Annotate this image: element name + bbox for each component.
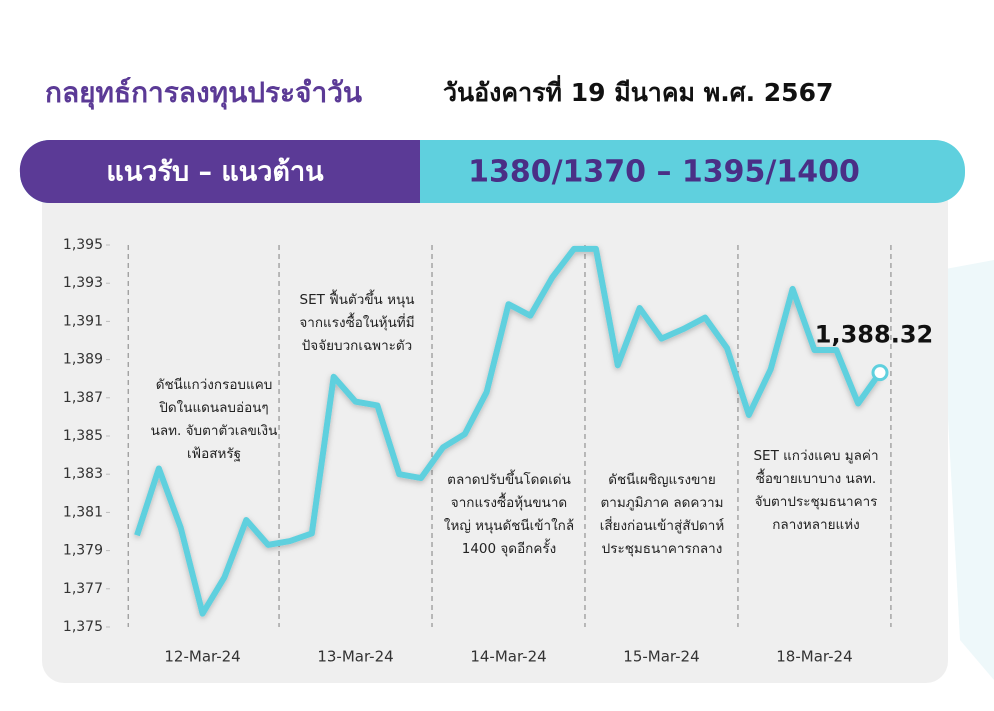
y-tick-label: 1,385 bbox=[63, 428, 103, 444]
annotation: ตลาดปรับขึ้นโดดเด่น bbox=[447, 469, 571, 488]
title: กลยุทธ์การลงทุนประจำวัน bbox=[45, 76, 362, 110]
annotation: ใหญ่ หนุนดัชนีเข้าใกล้ bbox=[444, 517, 574, 534]
subtitle: วันอังคารที่ 19 มีนาคม พ.ศ. 2567 bbox=[443, 75, 833, 107]
annotation: เสี่ยงก่อนเข้าสู่สัปดาห์ bbox=[600, 516, 725, 534]
x-tick-label: 18-Mar-24 bbox=[776, 648, 852, 666]
chart-panel bbox=[42, 180, 948, 683]
banner-left bbox=[19, 139, 421, 203]
plot: 1,375 1,377 1,379 1,381 1,383 1,385 1,387 1,389… bbox=[63, 237, 933, 666]
annotation: กลางหลายแห่ง bbox=[772, 517, 859, 533]
annotation: SET ฟื้นตัวขึ้น หนุน bbox=[300, 289, 415, 308]
y-tick-label: 1,377 bbox=[63, 581, 103, 597]
x-tick-label: 14-Mar-24 bbox=[470, 648, 546, 666]
annotation: นลท. จับตาตัวเลขเงิน bbox=[151, 423, 278, 439]
annotation: ดัชนีเผชิญแรงขาย bbox=[608, 472, 716, 488]
annotation: 1400 จุดอีกครั้ง bbox=[462, 538, 556, 557]
annotation: เฟ้อสหรัฐ bbox=[187, 446, 241, 462]
banner-value: 1380/1370 – 1395/1400 bbox=[468, 155, 860, 190]
y-tick-label: 1,395 bbox=[63, 237, 103, 253]
annotation: SET แกว่งแคบ มูลค่า bbox=[753, 448, 878, 464]
annotation: จากแรงซื้อหุ้นขนาด bbox=[451, 492, 567, 511]
x-tick-label: 13-Mar-24 bbox=[317, 648, 393, 666]
decoration bbox=[940, 260, 994, 680]
annotation: ดัชนีแกว่งกรอบแคบ bbox=[156, 377, 273, 393]
value-label: 1,388.32 bbox=[815, 321, 933, 349]
annotation: จากแรงซื้อในหุ้นที่มี bbox=[299, 312, 414, 331]
line bbox=[134, 245, 883, 617]
end-marker bbox=[871, 364, 889, 382]
y-tick-label: 1,375 bbox=[63, 619, 103, 635]
x-tick-label: 12-Mar-24 bbox=[164, 648, 240, 666]
annotation: ตามภูมิภาค ลดความ bbox=[601, 495, 724, 511]
annotation: ปิดในแดนลบอ่อนๆ bbox=[159, 399, 269, 416]
y-tick-label: 1,393 bbox=[63, 275, 103, 291]
annotation: จับตาประชุมธนาคาร bbox=[755, 494, 878, 510]
annotation: ซื้อขายเบาบาง นลท. bbox=[756, 468, 876, 487]
annotation: ประชุมธนาคารกลาง bbox=[602, 541, 723, 557]
y-tick-label: 1,387 bbox=[63, 390, 103, 406]
annotation: ปัจจัยบวกเฉพาะตัว bbox=[302, 338, 413, 354]
banner-label: แนวรับ – แนวต้าน bbox=[106, 157, 324, 188]
y-tick-label: 1,383 bbox=[63, 466, 103, 482]
y-tick-label: 1,391 bbox=[63, 313, 103, 329]
y-tick-label: 1,379 bbox=[63, 543, 103, 559]
x-tick-label: 15-Mar-24 bbox=[623, 648, 699, 666]
y-tick-label: 1,381 bbox=[63, 504, 103, 520]
y-tick-label: 1,389 bbox=[63, 352, 103, 368]
